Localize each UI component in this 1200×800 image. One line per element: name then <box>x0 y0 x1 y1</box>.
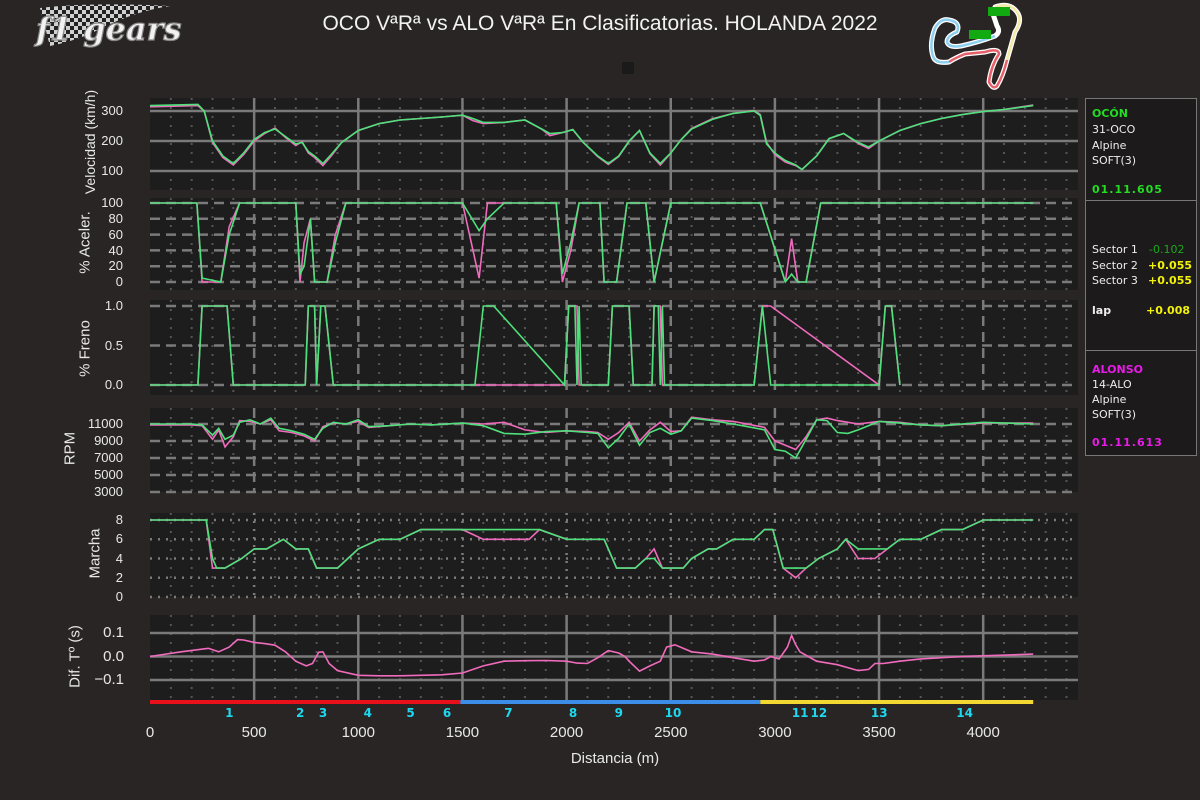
chart-title: OCO VªRª vs ALO VªRª En Clasificatorias.… <box>322 12 878 35</box>
xtick-label: 4000 <box>966 724 1000 741</box>
ytick-label: 300 <box>101 103 123 119</box>
ytick-label: 200 <box>101 133 123 149</box>
xtick-label: 3000 <box>758 724 792 741</box>
sector1-label: Sector 1 <box>1092 243 1138 256</box>
xtick-label: 3500 <box>862 724 896 741</box>
ytick-label: 2 <box>115 569 123 585</box>
driver2-name: ALONSO <box>1092 363 1143 376</box>
driver2-code: 14-ALO <box>1092 378 1132 391</box>
driver1-tyre: SOFT(3) <box>1092 154 1137 167</box>
series-oco <box>150 417 1034 460</box>
ytick-label: −0.1 <box>94 671 124 688</box>
corner-label: 4 <box>363 706 373 720</box>
ytick-label: 0 <box>115 274 123 290</box>
lap-label: lap <box>1092 304 1112 317</box>
xtick-label: 500 <box>241 724 267 741</box>
sector1-delta: -0.102 <box>1149 243 1185 256</box>
ytick-label: 8 <box>115 512 123 528</box>
sector2-delta: +0.055 <box>1148 259 1193 272</box>
track-map-icon <box>928 2 1023 90</box>
f1gears-logo: f1 gears <box>33 4 182 49</box>
driver2-team: Alpine <box>1092 393 1127 406</box>
xtick-label: 1000 <box>341 724 375 741</box>
sector-bar-sector-1 <box>150 700 461 704</box>
corner-label: 5 <box>406 706 415 720</box>
plot-area-1 <box>150 198 1078 290</box>
ytick-label: 60 <box>108 226 123 242</box>
corner-label: 9 <box>614 706 624 720</box>
lap-delta: +0.008 <box>1146 304 1191 317</box>
driver2-laptime: 01.11.613 <box>1092 436 1163 449</box>
corner-label: 7 <box>504 706 513 720</box>
delta-panel: Sector 1 -0.102 Sector 2 +0.055 Sector 3… <box>1085 200 1197 352</box>
corner-label: 2 <box>295 706 305 720</box>
corner-label: 12 <box>810 706 828 720</box>
sector2-label: Sector 2 <box>1092 259 1138 272</box>
ytick-label: 80 <box>108 211 123 226</box>
driver2-panel: ALONSO 14-ALO Alpine SOFT(3) 01.11.613 <box>1085 350 1197 456</box>
ytick-label: 0 <box>115 589 123 605</box>
plot-area-4 <box>150 513 1078 597</box>
corner-label: 8 <box>568 706 578 720</box>
plot-area-0 <box>150 98 1078 190</box>
driver1-laptime: 01.11.605 <box>1092 183 1163 196</box>
corner-label: 6 <box>442 706 452 720</box>
corner-label: 13 <box>870 706 888 720</box>
xtick-label: 2000 <box>549 724 584 741</box>
plot-area-3 <box>150 408 1078 492</box>
sector-bar-sector-3 <box>760 700 1034 704</box>
ytick-label: 1.0 <box>104 298 123 314</box>
ytick-label: 0.0 <box>104 377 123 393</box>
ytick-label: 100 <box>101 163 123 179</box>
ytick-label: 40 <box>108 242 123 258</box>
sector3-delta: +0.055 <box>1148 274 1193 287</box>
xlabel: Distancia (m) <box>570 750 660 767</box>
corner-label: 3 <box>318 706 328 720</box>
sector-bar-sector-2 <box>460 700 761 704</box>
ytick-label: 20 <box>108 258 123 274</box>
ytick-label: 0.1 <box>103 624 124 641</box>
corner-label: 11 <box>791 706 809 720</box>
series-oco <box>150 519 1034 569</box>
sector3-label: Sector 3 <box>1092 274 1138 287</box>
corner-label: 10 <box>664 706 682 720</box>
corner-label: 1 <box>225 706 234 720</box>
driver1-code: 31-OCO <box>1092 123 1136 136</box>
ytick-label: 100 <box>101 195 123 211</box>
series-oco <box>149 103 1034 171</box>
ytick-label: 3000 <box>94 484 123 500</box>
driver1-team: Alpine <box>1092 139 1127 152</box>
xtick-label: 2500 <box>654 724 688 741</box>
series-alo---oco <box>149 633 1034 677</box>
driver2-tyre: SOFT(3) <box>1092 408 1137 421</box>
plot-area-2 <box>150 300 1078 395</box>
corner-label: 14 <box>956 706 973 720</box>
ytick-label: 7000 <box>94 450 123 466</box>
legend-placeholder <box>622 62 634 74</box>
series-oco <box>150 202 1034 284</box>
ytick-label: 6 <box>115 531 123 547</box>
ytick-label: 0.0 <box>103 647 124 665</box>
ytick-label: 5000 <box>94 467 123 483</box>
xtick-label: 0 <box>145 724 155 741</box>
ytick-label: 0.5 <box>104 337 123 353</box>
ytick-label: 4 <box>115 550 123 566</box>
series-oco <box>150 305 901 387</box>
logo-text: f1 gears <box>34 10 182 48</box>
ytick-label: 9000 <box>94 433 123 449</box>
ytick-label: 11000 <box>87 416 123 432</box>
driver1-name: OCÓN <box>1092 107 1128 120</box>
driver1-panel: OCÓN 31-OCO Alpine SOFT(3) 01.11.605 <box>1085 98 1197 202</box>
xtick-label: 1500 <box>445 724 480 741</box>
